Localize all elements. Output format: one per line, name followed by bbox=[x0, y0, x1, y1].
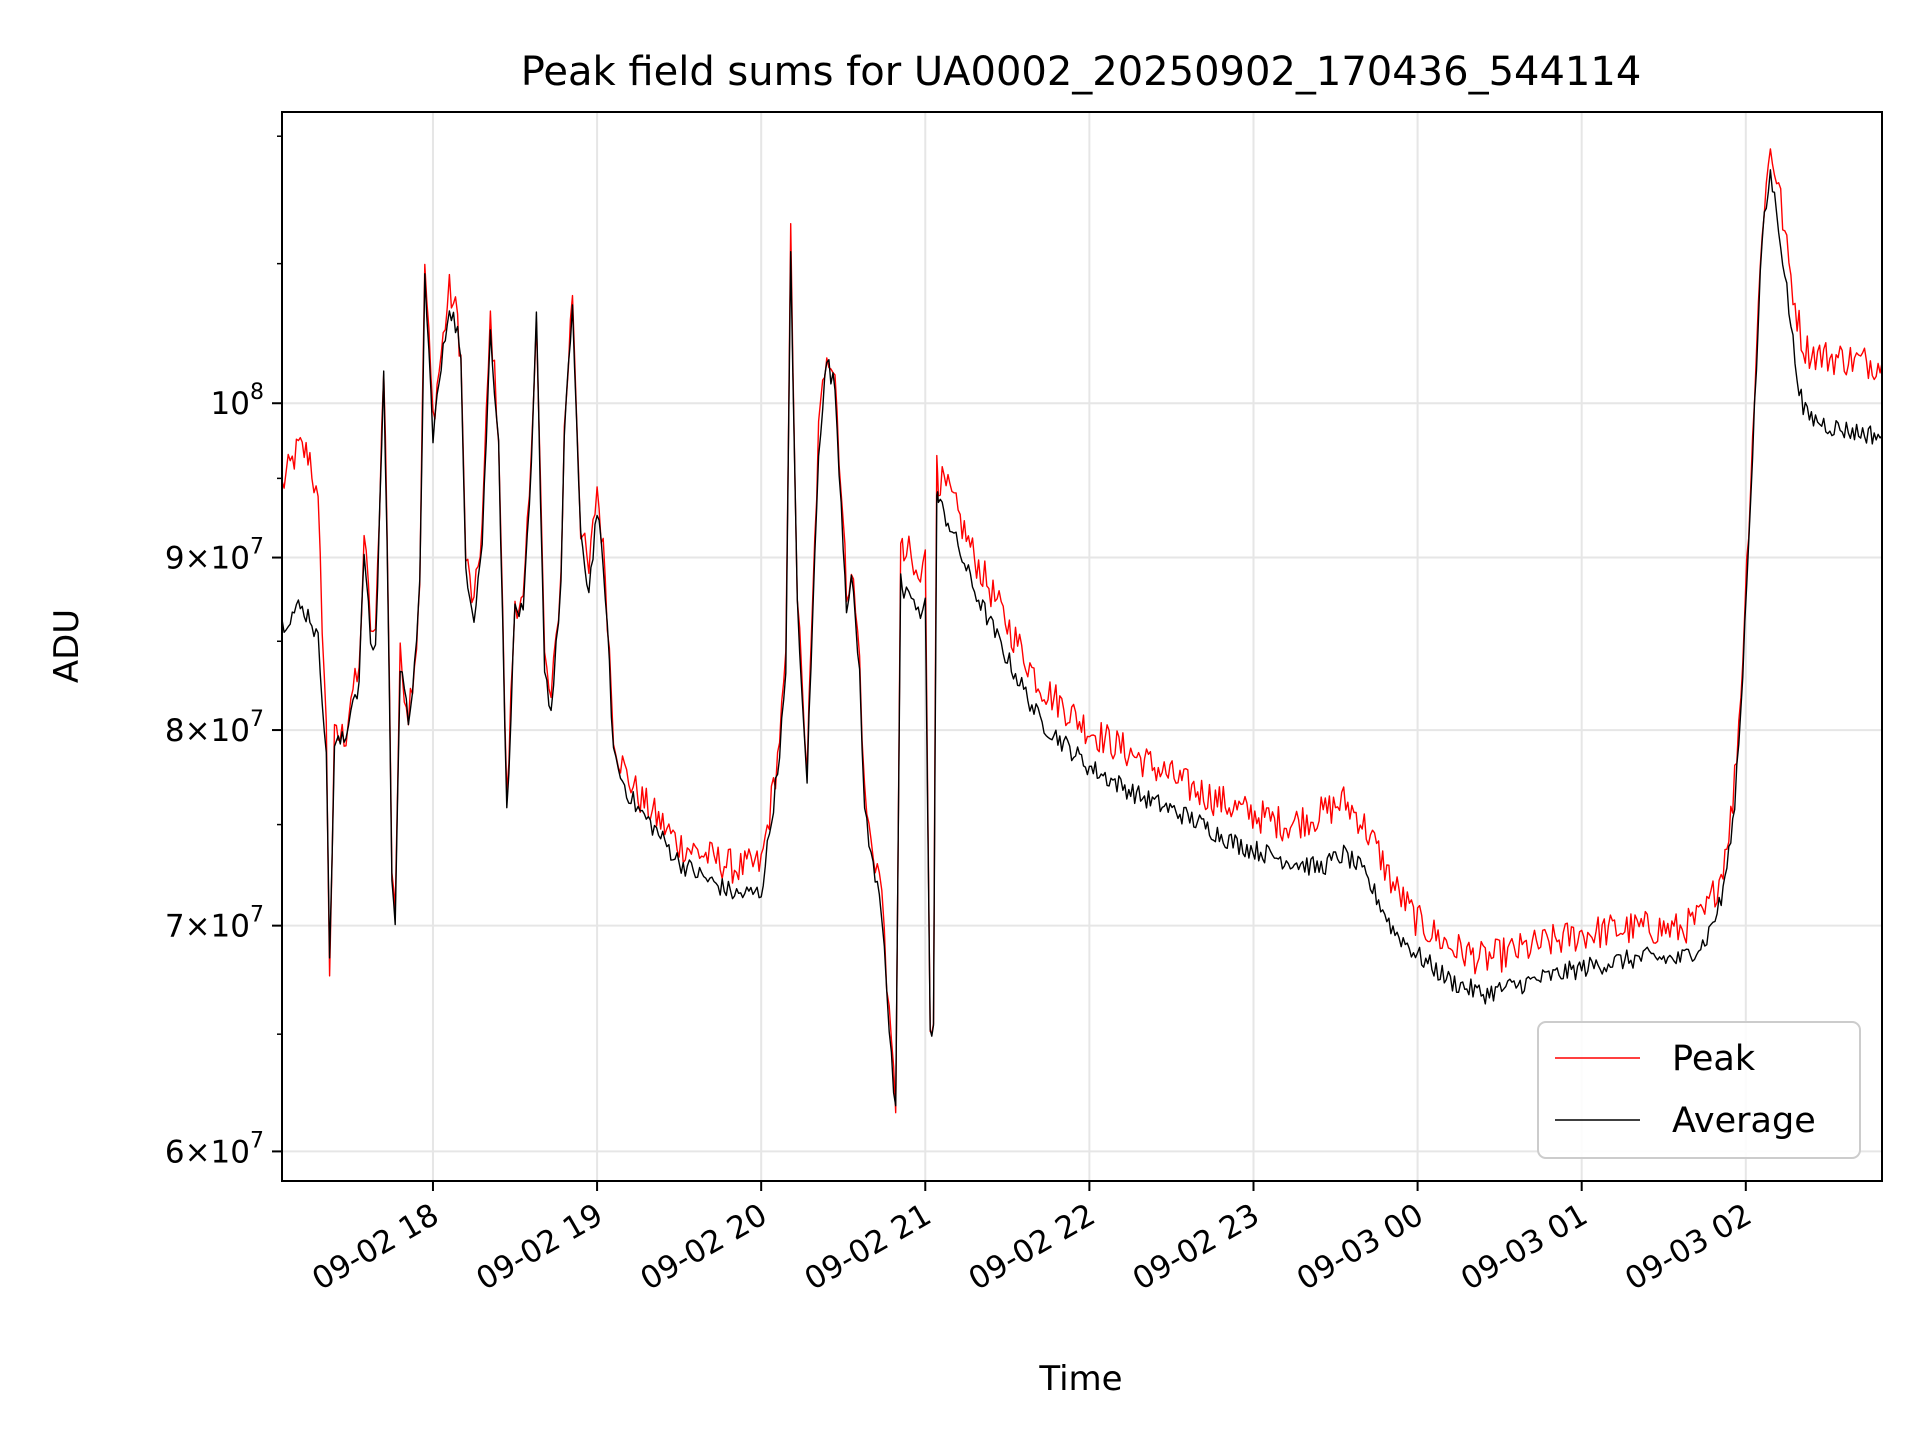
plot-frame bbox=[281, 111, 1883, 1182]
legend: Peak Average bbox=[1537, 1021, 1861, 1159]
y-tick-label: 108 bbox=[211, 380, 264, 422]
y-tick-label: 9×107 bbox=[165, 535, 264, 577]
series-line-average bbox=[282, 169, 1882, 1107]
chart-title: Peak field sums for UA0002_20250902_1704… bbox=[521, 49, 1642, 95]
legend-peak-label: Peak bbox=[1672, 1039, 1756, 1079]
legend-average-label: Average bbox=[1672, 1101, 1816, 1141]
x-axis-label: Time bbox=[1038, 1359, 1122, 1399]
y-tick-label: 8×107 bbox=[165, 707, 264, 749]
legend-box bbox=[1537, 1021, 1861, 1159]
y-axis: 6×107 7×107 8×107 9×107 108 bbox=[165, 135, 282, 1170]
grid bbox=[282, 112, 1882, 1181]
series-layer bbox=[282, 148, 1882, 1114]
y-axis-label: ADU bbox=[47, 609, 87, 683]
y-tick-label: 7×107 bbox=[165, 903, 264, 945]
y-tick-label: 6×107 bbox=[165, 1128, 264, 1170]
series-line-peak bbox=[282, 148, 1882, 1114]
